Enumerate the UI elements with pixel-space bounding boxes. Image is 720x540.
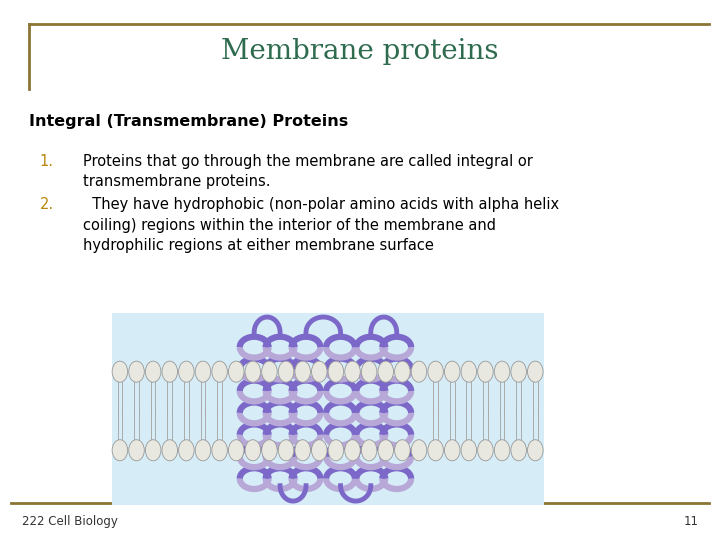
Text: transmembrane proteins.: transmembrane proteins. — [83, 174, 270, 190]
Ellipse shape — [395, 440, 410, 461]
Ellipse shape — [395, 361, 410, 382]
Ellipse shape — [428, 361, 444, 382]
Text: 2.: 2. — [40, 197, 54, 212]
Ellipse shape — [345, 440, 360, 461]
FancyBboxPatch shape — [112, 313, 544, 505]
Ellipse shape — [212, 440, 228, 461]
Ellipse shape — [212, 361, 228, 382]
Ellipse shape — [179, 440, 194, 461]
Ellipse shape — [162, 440, 178, 461]
Ellipse shape — [312, 361, 327, 382]
Ellipse shape — [528, 361, 543, 382]
Text: Integral (Transmembrane) Proteins: Integral (Transmembrane) Proteins — [29, 114, 348, 129]
Text: They have hydrophobic (non-polar amino acids with alpha helix: They have hydrophobic (non-polar amino a… — [83, 197, 559, 212]
Ellipse shape — [461, 440, 477, 461]
Ellipse shape — [411, 361, 427, 382]
Text: 222 Cell Biology: 222 Cell Biology — [22, 515, 117, 528]
Ellipse shape — [528, 440, 543, 461]
Ellipse shape — [345, 361, 360, 382]
Ellipse shape — [179, 361, 194, 382]
Ellipse shape — [112, 361, 127, 382]
Ellipse shape — [261, 361, 277, 382]
Ellipse shape — [511, 440, 526, 461]
Text: 1.: 1. — [40, 154, 53, 169]
Ellipse shape — [378, 361, 394, 382]
Ellipse shape — [477, 440, 493, 461]
Ellipse shape — [328, 361, 343, 382]
Ellipse shape — [145, 440, 161, 461]
Ellipse shape — [495, 361, 510, 382]
Ellipse shape — [228, 361, 244, 382]
Ellipse shape — [444, 361, 460, 382]
Ellipse shape — [245, 440, 261, 461]
Ellipse shape — [444, 440, 460, 461]
Ellipse shape — [129, 361, 144, 382]
Ellipse shape — [495, 440, 510, 461]
Ellipse shape — [477, 361, 493, 382]
Ellipse shape — [428, 440, 444, 461]
Ellipse shape — [279, 440, 294, 461]
Ellipse shape — [461, 361, 477, 382]
Ellipse shape — [295, 440, 310, 461]
Ellipse shape — [511, 361, 526, 382]
Ellipse shape — [361, 440, 377, 461]
Ellipse shape — [312, 440, 327, 461]
Ellipse shape — [195, 440, 211, 461]
Ellipse shape — [279, 361, 294, 382]
Ellipse shape — [261, 440, 277, 461]
Ellipse shape — [129, 440, 144, 461]
Ellipse shape — [245, 361, 261, 382]
Ellipse shape — [112, 440, 127, 461]
Ellipse shape — [162, 361, 178, 382]
Ellipse shape — [378, 440, 394, 461]
Text: Membrane proteins: Membrane proteins — [221, 38, 499, 65]
Ellipse shape — [228, 440, 244, 461]
Ellipse shape — [411, 440, 427, 461]
Text: coiling) regions within the interior of the membrane and: coiling) regions within the interior of … — [83, 218, 496, 233]
Ellipse shape — [328, 440, 343, 461]
Ellipse shape — [195, 361, 211, 382]
Text: hydrophilic regions at either membrane surface: hydrophilic regions at either membrane s… — [83, 238, 433, 253]
Ellipse shape — [295, 361, 310, 382]
Ellipse shape — [145, 361, 161, 382]
Ellipse shape — [361, 361, 377, 382]
Text: 11: 11 — [683, 515, 698, 528]
Text: Proteins that go through the membrane are called integral or: Proteins that go through the membrane ar… — [83, 154, 533, 169]
